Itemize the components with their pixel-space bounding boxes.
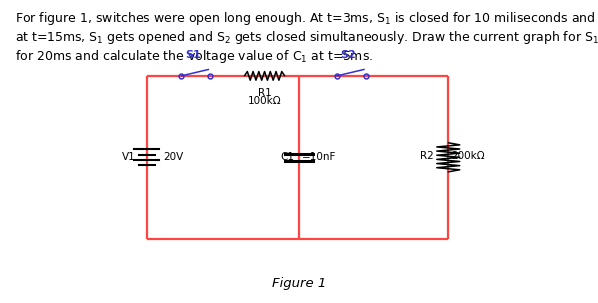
Text: 20V: 20V [163, 152, 183, 162]
Text: For figure 1, switches were open long enough. At t=3ms, S$_1$ is closed for 10 m: For figure 1, switches were open long en… [15, 10, 596, 28]
Text: S1: S1 [185, 50, 201, 60]
Text: 100kΩ: 100kΩ [248, 96, 282, 106]
Text: S2: S2 [340, 50, 356, 60]
Text: 200kΩ: 200kΩ [451, 151, 485, 161]
Text: at t=15ms, S$_1$ gets opened and S$_2$ gets closed simultaneously. Draw the curr: at t=15ms, S$_1$ gets opened and S$_2$ g… [15, 29, 598, 46]
Text: Figure 1: Figure 1 [272, 277, 326, 290]
Text: R1: R1 [258, 88, 271, 98]
Text: C1: C1 [280, 152, 294, 162]
Text: V1: V1 [121, 152, 135, 162]
Text: R2: R2 [420, 151, 434, 161]
Text: =10nF: =10nF [302, 152, 336, 162]
Text: for 20ms and calculate the voltage value of C$_1$ at t=5ms.: for 20ms and calculate the voltage value… [15, 48, 373, 65]
